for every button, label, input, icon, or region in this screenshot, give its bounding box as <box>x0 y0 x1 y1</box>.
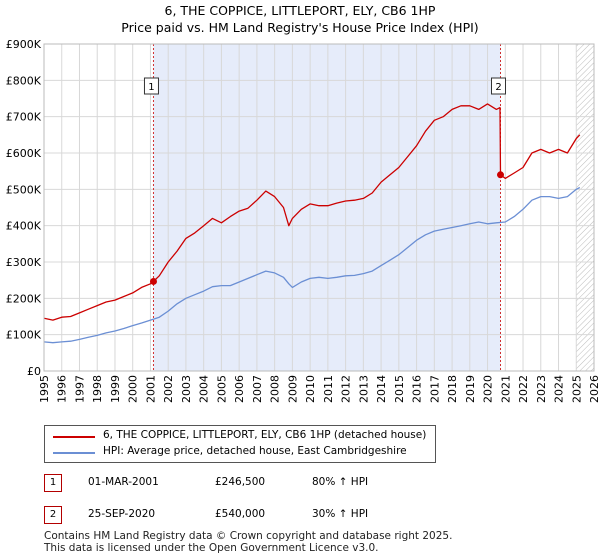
x-tick-label: 2019 <box>464 375 477 403</box>
sale-date: 25-SEP-2020 <box>88 508 156 520</box>
attribution-footer: Contains HM Land Registry data © Crown c… <box>44 530 452 554</box>
x-tick-label: 2013 <box>357 375 370 403</box>
sale-badge: 1 <box>44 474 62 492</box>
sale-marker-label: 2 <box>495 82 501 93</box>
sale-row-2: 2 25-SEP-2020 £540,000 30% ↑ HPI <box>44 506 564 526</box>
title-address: 6, THE COPPICE, LITTLEPORT, ELY, CB6 1HP <box>164 3 436 18</box>
legend-swatch-property <box>53 436 95 438</box>
footer-license: This data is licensed under the Open Gov… <box>44 542 379 554</box>
legend-label-hpi: HPI: Average price, detached house, East… <box>103 445 407 457</box>
y-tick-label: £100K <box>6 329 42 342</box>
sale-hpi-change: 80% ↑ HPI <box>312 476 369 488</box>
forecast-hatch <box>576 44 594 371</box>
sale-row-1: 1 01-MAR-2001 £246,500 80% ↑ HPI <box>44 474 564 494</box>
sale-badge: 2 <box>44 506 62 524</box>
x-tick-label: 2011 <box>322 375 335 403</box>
hpi-series-line <box>43 186 581 344</box>
x-tick-label: 2004 <box>198 375 211 403</box>
y-tick-label: £600K <box>6 147 42 160</box>
x-tick-label: 2016 <box>411 375 424 403</box>
x-tick-label: 2010 <box>304 375 317 403</box>
legend-item-property: 6, THE COPPICE, LITTLEPORT, ELY, CB6 1HP… <box>45 428 435 444</box>
sale-price: £540,000 <box>215 508 266 520</box>
chart-legend: 6, THE COPPICE, LITTLEPORT, ELY, CB6 1HP… <box>44 425 436 463</box>
price-chart: 1 2 £0 £100K £200K £300K £400K £500K £600K £700K £… <box>6 38 600 403</box>
sale-marker-label: 1 <box>148 82 154 93</box>
x-tick-label: 2018 <box>446 375 459 403</box>
sale-point <box>497 171 504 179</box>
title-subtitle: Price paid vs. HM Land Registry's House … <box>121 20 479 35</box>
x-tick-label: 2021 <box>499 375 512 403</box>
x-tick-label: 2014 <box>375 375 388 403</box>
sale-marker-box <box>491 77 506 95</box>
plot-border <box>43 43 595 372</box>
legend-item-hpi: HPI: Average price, detached house, East… <box>45 444 435 460</box>
y-tick-label: £0 <box>27 365 41 378</box>
sale-hpi-change: 30% ↑ HPI <box>312 508 369 520</box>
sale-marker-box <box>143 77 159 95</box>
footer-copyright: Contains HM Land Registry data © Crown c… <box>44 530 453 542</box>
x-tick-label: 2006 <box>233 375 246 403</box>
y-tick-label: £700K <box>6 111 42 124</box>
y-tick-label: £900K <box>6 38 42 51</box>
property-series-line <box>43 103 581 321</box>
x-tick-label: 2022 <box>517 375 530 403</box>
x-tick-label: 2024 <box>553 375 566 403</box>
y-tick-label: £400K <box>6 220 42 233</box>
x-tick-label: 2000 <box>127 375 140 403</box>
x-tick-label: 2026 <box>588 375 600 403</box>
y-tick-label: £200K <box>6 292 42 305</box>
x-tick-label: 1997 <box>73 375 86 403</box>
x-tick-label: 1996 <box>56 375 69 403</box>
x-tick-label: 2002 <box>162 375 175 403</box>
x-tick-label: 1995 <box>38 375 51 403</box>
x-tick-label: 2012 <box>340 375 353 403</box>
legend-label-property: 6, THE COPPICE, LITTLEPORT, ELY, CB6 1HP… <box>103 429 427 441</box>
x-tick-label: 2003 <box>180 375 193 403</box>
x-tick-label: 1999 <box>109 375 122 403</box>
x-tick-label: 2020 <box>482 375 495 403</box>
x-tick-label: 2017 <box>428 375 441 403</box>
x-tick-label: 2023 <box>535 375 548 403</box>
x-tick-label: 2007 <box>251 375 264 403</box>
legend-swatch-hpi <box>53 452 95 454</box>
sale-point <box>149 277 157 285</box>
x-tick-label: 2009 <box>286 375 299 403</box>
y-tick-label: £500K <box>6 183 42 196</box>
x-tick-label: 2015 <box>393 375 406 403</box>
ownership-shade <box>153 44 501 371</box>
x-tick-label: 2008 <box>269 375 282 403</box>
chart-title: 6, THE COPPICE, LITTLEPORT, ELY, CB6 1HP… <box>0 2 600 36</box>
y-tick-label: £800K <box>6 74 42 87</box>
sale-price: £246,500 <box>215 476 266 488</box>
x-tick-label: 2005 <box>215 375 228 403</box>
x-tick-label: 1998 <box>91 375 104 403</box>
x-tick-label: 2001 <box>144 375 157 403</box>
x-tick-label: 2025 <box>570 375 583 403</box>
sale-date: 01-MAR-2001 <box>88 476 159 488</box>
y-tick-label: £300K <box>6 256 42 269</box>
